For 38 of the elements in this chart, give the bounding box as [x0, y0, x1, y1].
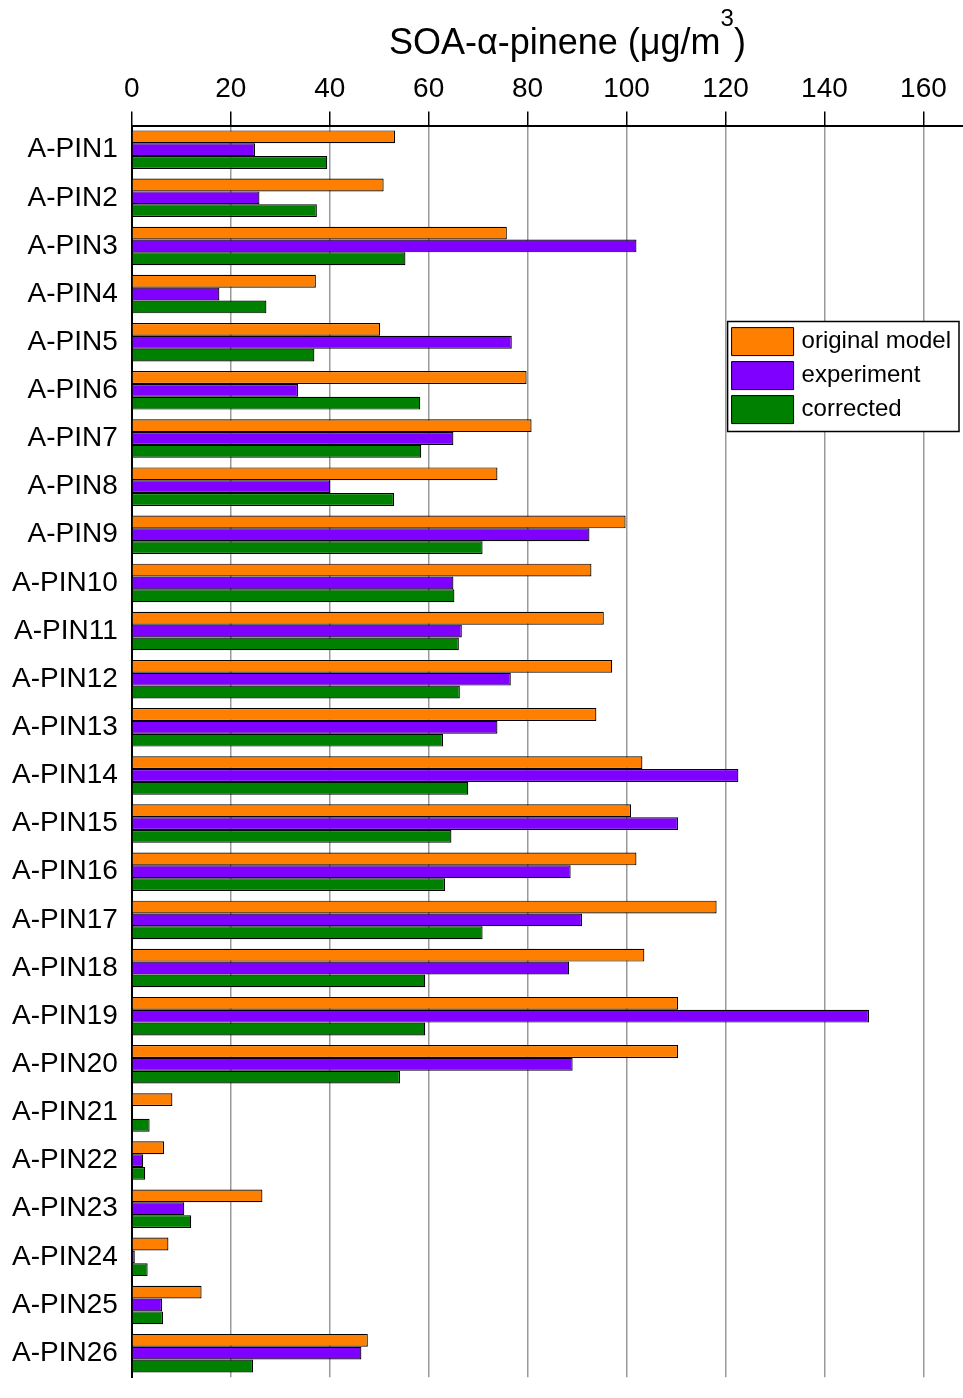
- y-tick-label: A-PIN14: [11, 758, 118, 790]
- y-tick-label: A-PIN10: [11, 565, 118, 597]
- x-tick-label: 100: [603, 71, 650, 103]
- y-tick-label: A-PIN15: [11, 806, 118, 838]
- y-tick-label: A-PIN22: [11, 1143, 118, 1175]
- y-tick-label: A-PIN20: [11, 1047, 118, 1079]
- y-tick-label: A-PIN25: [11, 1287, 118, 1319]
- legend-label: experiment: [801, 360, 921, 388]
- y-tick-label: A-PIN9: [27, 517, 118, 549]
- legend-label: original model: [801, 326, 952, 354]
- y-tick-label: A-PIN19: [11, 998, 118, 1030]
- y-tick-label: A-PIN5: [27, 324, 118, 356]
- y-tick-label: A-PIN21: [11, 1095, 118, 1127]
- y-tick-label: A-PIN13: [11, 710, 118, 742]
- x-tick-label: 60: [413, 71, 445, 103]
- x-tick-label: 80: [512, 71, 544, 103]
- x-tick-label: 20: [215, 71, 247, 103]
- x-tick-label: 40: [314, 71, 346, 103]
- y-tick-label: A-PIN23: [11, 1191, 118, 1223]
- x-tick-label: 160: [900, 71, 947, 103]
- y-tick-label: A-PIN18: [11, 950, 118, 982]
- y-tick-label: A-PIN8: [27, 469, 118, 501]
- y-tick-label: A-PIN6: [27, 373, 118, 405]
- y-tick-label: A-PIN12: [11, 661, 118, 693]
- y-tick-label: A-PIN11: [14, 613, 118, 645]
- y-tick-label: A-PIN4: [27, 276, 118, 308]
- y-tick-label: A-PIN2: [27, 180, 118, 212]
- x-tick-label: 120: [702, 71, 749, 103]
- x-tick-label: 140: [801, 71, 848, 103]
- legend-label: corrected: [801, 394, 902, 422]
- y-tick-label: A-PIN26: [11, 1335, 118, 1367]
- x-tick-label: 0: [124, 71, 140, 103]
- y-tick-label: A-PIN16: [11, 854, 118, 886]
- y-tick-label: A-PIN1: [27, 132, 118, 164]
- y-tick-label: A-PIN17: [11, 902, 118, 934]
- y-tick-label: A-PIN7: [27, 421, 118, 453]
- y-tick-label: A-PIN24: [11, 1239, 118, 1271]
- y-tick-label: A-PIN3: [27, 228, 118, 260]
